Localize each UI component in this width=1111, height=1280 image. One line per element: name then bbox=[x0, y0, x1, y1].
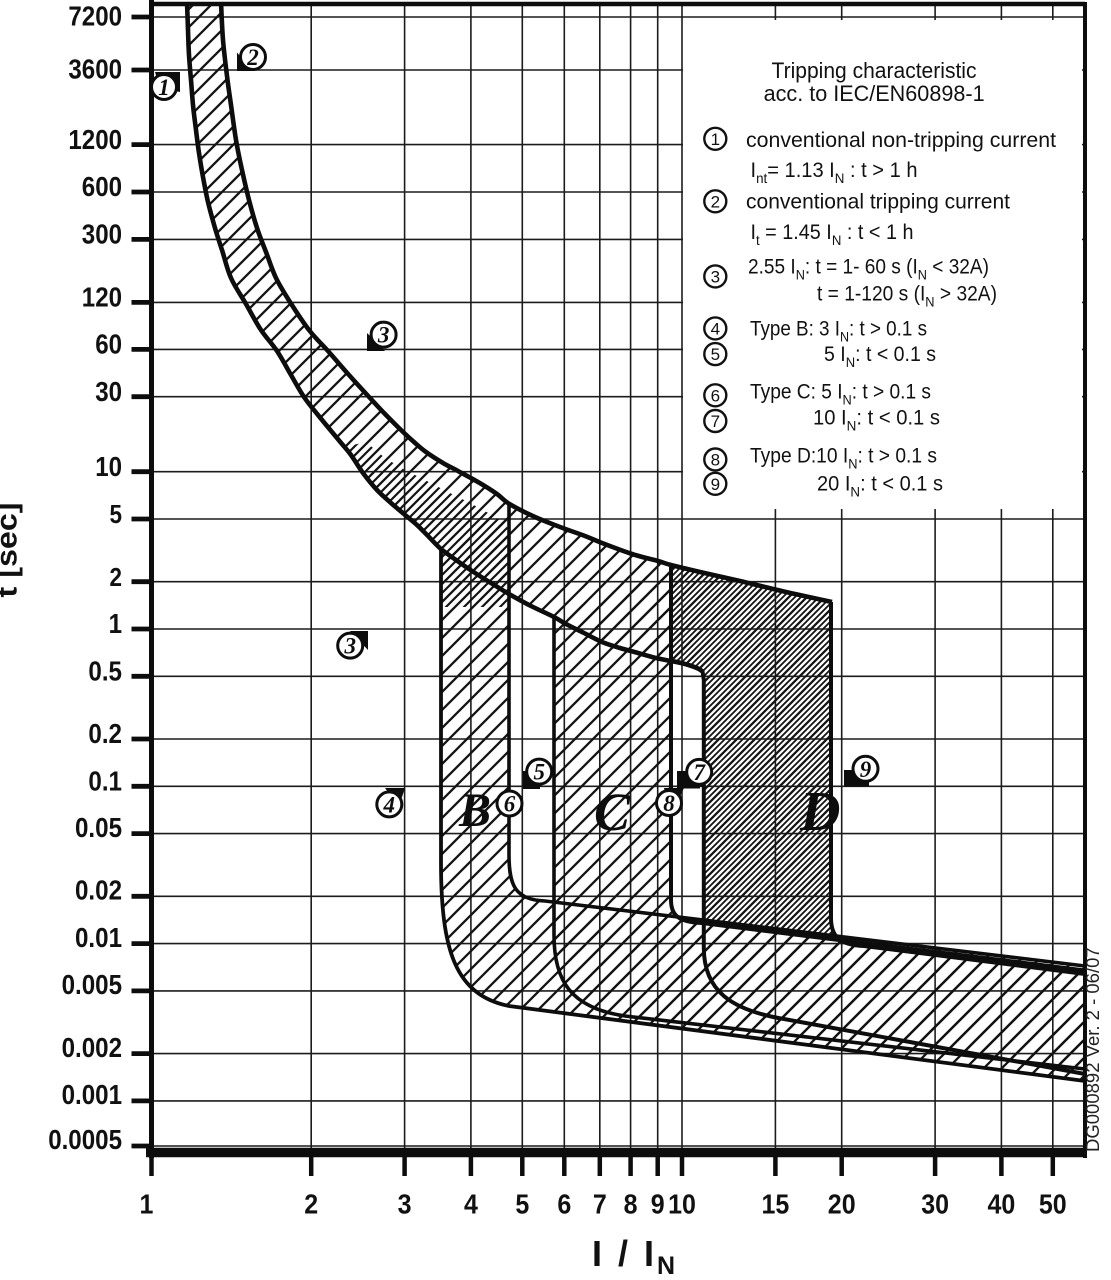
svg-text:t [sec]: t [sec] bbox=[0, 503, 24, 598]
svg-text:Type D:10 IN: t > 0.1 s: Type D:10 IN: t > 0.1 s bbox=[750, 445, 937, 472]
svg-text:20: 20 bbox=[828, 1189, 856, 1220]
svg-text:It = 1.45 IN : t < 1 h: It = 1.45 IN : t < 1 h bbox=[751, 221, 914, 248]
svg-text:Type C: 5 IN: t > 0.1 s: Type C: 5 IN: t > 0.1 s bbox=[750, 381, 931, 408]
svg-text:0.001: 0.001 bbox=[62, 1079, 122, 1110]
svg-text:C: C bbox=[594, 782, 631, 842]
svg-text:2.55 IN: t = 1- 60 s (IN < 32A: 2.55 IN: t = 1- 60 s (IN < 32A) bbox=[748, 256, 989, 283]
svg-text:5: 5 bbox=[711, 345, 720, 364]
svg-text:Tripping characteristic: Tripping characteristic bbox=[772, 58, 977, 83]
svg-text:1: 1 bbox=[140, 1189, 154, 1220]
svg-text:2: 2 bbox=[246, 45, 259, 70]
svg-text:30: 30 bbox=[95, 376, 122, 407]
svg-text:7: 7 bbox=[693, 760, 706, 785]
svg-text:50: 50 bbox=[1039, 1189, 1067, 1220]
svg-text:D: D bbox=[799, 781, 840, 843]
svg-text:9: 9 bbox=[711, 475, 720, 494]
svg-text:2: 2 bbox=[304, 1189, 318, 1220]
svg-text:3600: 3600 bbox=[68, 54, 122, 85]
svg-text:B: B bbox=[458, 784, 491, 837]
svg-text:0.1: 0.1 bbox=[88, 766, 122, 797]
svg-text:Int= 1.13 IN : t > 1 h: Int= 1.13 IN : t > 1 h bbox=[751, 159, 918, 186]
svg-text:DG000892 Ver. 2 - 06/07: DG000892 Ver. 2 - 06/07 bbox=[1082, 947, 1103, 1152]
svg-text:Type B: 3 IN: t > 0.1 s: Type B: 3 IN: t > 0.1 s bbox=[750, 318, 927, 345]
svg-text:7: 7 bbox=[593, 1189, 607, 1220]
svg-text:0.0005: 0.0005 bbox=[48, 1124, 122, 1155]
svg-text:1: 1 bbox=[711, 130, 720, 149]
svg-text:9: 9 bbox=[860, 757, 872, 782]
svg-text:2: 2 bbox=[711, 192, 720, 211]
svg-text:10 IN: t < 0.1 s: 10 IN: t < 0.1 s bbox=[813, 407, 940, 434]
svg-text:3: 3 bbox=[343, 634, 356, 659]
svg-text:conventional non-tripping curr: conventional non-tripping current bbox=[746, 129, 1056, 152]
svg-text:20 IN: t < 0.1 s: 20 IN: t < 0.1 s bbox=[817, 472, 943, 499]
svg-text:5: 5 bbox=[515, 1189, 529, 1220]
svg-text:0.05: 0.05 bbox=[75, 812, 122, 843]
svg-text:5 IN: t < 0.1 s: 5 IN: t < 0.1 s bbox=[824, 343, 936, 370]
svg-text:t = 1-120 s (IN > 32A): t = 1-120 s (IN > 32A) bbox=[817, 283, 997, 310]
svg-text:4: 4 bbox=[383, 792, 396, 817]
svg-text:6: 6 bbox=[711, 386, 720, 405]
svg-text:600: 600 bbox=[82, 171, 122, 202]
svg-text:3: 3 bbox=[377, 323, 390, 348]
svg-text:8: 8 bbox=[624, 1189, 638, 1220]
svg-text:8: 8 bbox=[711, 451, 720, 470]
svg-text:7200: 7200 bbox=[68, 1, 122, 32]
svg-text:10: 10 bbox=[668, 1189, 696, 1220]
svg-text:1200: 1200 bbox=[68, 124, 122, 155]
svg-text:0.5: 0.5 bbox=[88, 656, 122, 687]
svg-text:2: 2 bbox=[110, 564, 123, 592]
svg-text:6: 6 bbox=[504, 792, 516, 817]
svg-text:0.01: 0.01 bbox=[75, 922, 122, 953]
svg-text:0.2: 0.2 bbox=[88, 718, 122, 749]
svg-text:conventional tripping current: conventional tripping current bbox=[746, 191, 1010, 214]
svg-text:30: 30 bbox=[921, 1189, 949, 1220]
svg-text:60: 60 bbox=[95, 329, 122, 360]
svg-text:15: 15 bbox=[762, 1189, 790, 1220]
svg-text:1: 1 bbox=[158, 75, 170, 100]
svg-text:acc. to IEC/EN60898-1: acc. to IEC/EN60898-1 bbox=[764, 81, 985, 106]
svg-text:0.02: 0.02 bbox=[75, 875, 122, 906]
svg-text:4: 4 bbox=[464, 1189, 478, 1220]
svg-text:0.005: 0.005 bbox=[62, 969, 122, 1000]
svg-text:5: 5 bbox=[110, 501, 123, 529]
svg-text:3: 3 bbox=[711, 267, 720, 286]
svg-text:40: 40 bbox=[988, 1189, 1016, 1220]
svg-text:1: 1 bbox=[109, 608, 122, 639]
svg-text:0.002: 0.002 bbox=[62, 1032, 122, 1063]
svg-text:7: 7 bbox=[711, 412, 720, 431]
svg-text:9: 9 bbox=[651, 1189, 665, 1220]
svg-text:4: 4 bbox=[711, 319, 720, 338]
svg-text:10: 10 bbox=[95, 451, 122, 482]
svg-text:120: 120 bbox=[82, 282, 122, 313]
svg-text:6: 6 bbox=[557, 1189, 571, 1220]
svg-text:3: 3 bbox=[398, 1189, 412, 1220]
svg-text:5: 5 bbox=[533, 760, 545, 785]
svg-text:300: 300 bbox=[82, 219, 122, 250]
svg-text:8: 8 bbox=[663, 791, 675, 816]
